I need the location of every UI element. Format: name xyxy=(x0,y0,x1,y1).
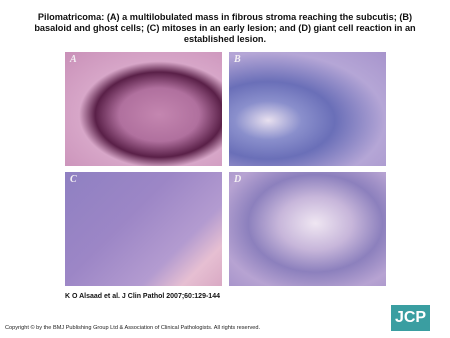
panel-label: A xyxy=(70,54,77,65)
panel-label: D xyxy=(234,174,242,185)
slide-title: Pilomatricoma: (A) a multilobulated mass… xyxy=(34,12,416,44)
micrograph: B xyxy=(229,52,386,166)
journal-logo: JCP xyxy=(391,305,430,331)
panel-label: B xyxy=(234,54,241,65)
micrograph: C xyxy=(65,172,222,286)
micrograph: D xyxy=(229,172,386,286)
copyright: Copyright © by the BMJ Publishing Group … xyxy=(5,325,261,331)
citation: K O Alsaad et al. J Clin Pathol 2007;60:… xyxy=(65,293,220,300)
panel-label: C xyxy=(70,174,77,185)
micrograph: A xyxy=(65,52,222,166)
